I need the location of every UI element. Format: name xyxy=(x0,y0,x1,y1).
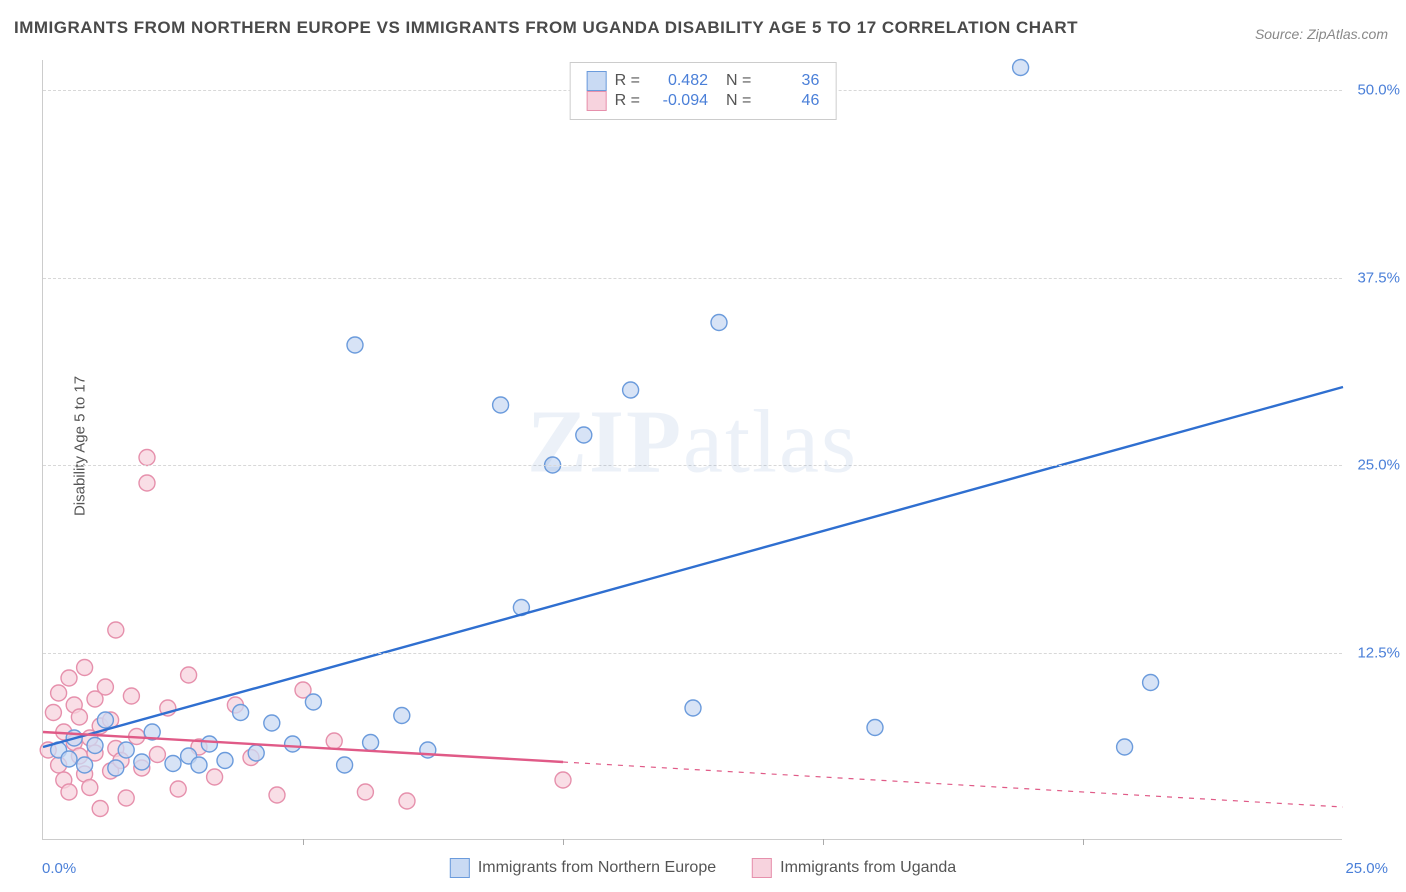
data-point-northern xyxy=(165,756,181,772)
x-tick-mark xyxy=(303,839,304,845)
legend-row-uganda: R = -0.094 N = 46 xyxy=(587,91,820,111)
n-value-uganda: 46 xyxy=(759,92,819,110)
y-tick-label: 12.5% xyxy=(1357,644,1400,661)
data-point-northern xyxy=(394,708,410,724)
data-point-uganda xyxy=(61,784,77,800)
swatch-northern xyxy=(587,71,607,91)
data-point-northern xyxy=(248,745,264,761)
data-point-northern xyxy=(108,760,124,776)
data-point-northern xyxy=(1013,60,1029,76)
data-point-uganda xyxy=(123,688,139,704)
x-tick-mark xyxy=(563,839,564,845)
x-axis-min-label: 0.0% xyxy=(42,860,76,877)
data-point-northern xyxy=(285,736,301,752)
y-tick-label: 50.0% xyxy=(1357,82,1400,99)
legend-item-uganda: Immigrants from Uganda xyxy=(752,858,956,878)
data-point-northern xyxy=(233,705,249,721)
data-point-uganda xyxy=(97,679,113,695)
data-point-uganda xyxy=(269,787,285,803)
data-point-northern xyxy=(97,712,113,728)
data-point-uganda xyxy=(149,747,165,763)
series-legend: Immigrants from Northern Europe Immigran… xyxy=(450,858,956,878)
scatter-svg xyxy=(43,60,1342,839)
data-point-uganda xyxy=(357,784,373,800)
data-point-northern xyxy=(264,715,280,731)
data-point-northern xyxy=(134,754,150,770)
data-point-uganda xyxy=(77,660,93,676)
trend-line-dashed-uganda xyxy=(563,762,1343,807)
data-point-uganda xyxy=(45,705,61,721)
gridline-h xyxy=(43,653,1342,654)
x-tick-mark xyxy=(823,839,824,845)
data-point-northern xyxy=(1117,739,1133,755)
chart-title: IMMIGRANTS FROM NORTHERN EUROPE VS IMMIG… xyxy=(14,18,1078,38)
data-point-northern xyxy=(493,397,509,413)
source-attribution: Source: ZipAtlas.com xyxy=(1255,26,1388,42)
data-point-northern xyxy=(61,751,77,767)
r-value-northern: 0.482 xyxy=(648,72,708,90)
legend-item-northern: Immigrants from Northern Europe xyxy=(450,858,716,878)
data-point-northern xyxy=(118,742,134,758)
y-tick-label: 37.5% xyxy=(1357,269,1400,286)
swatch-northern xyxy=(450,858,470,878)
data-point-northern xyxy=(347,337,363,353)
data-point-uganda xyxy=(139,475,155,491)
data-point-uganda xyxy=(92,801,108,817)
data-point-uganda xyxy=(399,793,415,809)
n-label: N = xyxy=(726,72,751,90)
r-value-uganda: -0.094 xyxy=(648,92,708,110)
n-label: N = xyxy=(726,92,751,110)
data-point-northern xyxy=(77,757,93,773)
data-point-northern xyxy=(191,757,207,773)
data-point-uganda xyxy=(555,772,571,788)
data-point-uganda xyxy=(181,667,197,683)
data-point-uganda xyxy=(82,780,98,796)
swatch-uganda xyxy=(587,91,607,111)
data-point-northern xyxy=(711,315,727,331)
r-label: R = xyxy=(615,72,640,90)
data-point-uganda xyxy=(170,781,186,797)
gridline-h xyxy=(43,465,1342,466)
y-tick-label: 25.0% xyxy=(1357,457,1400,474)
legend-row-northern: R = 0.482 N = 36 xyxy=(587,71,820,91)
data-point-northern xyxy=(623,382,639,398)
data-point-uganda xyxy=(207,769,223,785)
data-point-uganda xyxy=(139,450,155,466)
x-axis-max-label: 25.0% xyxy=(1345,860,1388,877)
data-point-northern xyxy=(685,700,701,716)
chart-plot-area: ZIPatlas 12.5%25.0%37.5%50.0% xyxy=(42,60,1342,840)
n-value-northern: 36 xyxy=(759,72,819,90)
legend-label-uganda: Immigrants from Uganda xyxy=(780,859,956,877)
data-point-uganda xyxy=(108,622,124,638)
data-point-northern xyxy=(363,735,379,751)
r-label: R = xyxy=(615,92,640,110)
swatch-uganda xyxy=(752,858,772,878)
x-tick-mark xyxy=(1083,839,1084,845)
data-point-uganda xyxy=(118,790,134,806)
data-point-northern xyxy=(305,694,321,710)
gridline-h xyxy=(43,278,1342,279)
data-point-uganda xyxy=(326,733,342,749)
trend-line-northern xyxy=(43,387,1343,747)
data-point-uganda xyxy=(71,709,87,725)
correlation-legend: R = 0.482 N = 36 R = -0.094 N = 46 xyxy=(570,62,837,120)
data-point-northern xyxy=(87,738,103,754)
legend-label-northern: Immigrants from Northern Europe xyxy=(478,859,716,877)
data-point-northern xyxy=(337,757,353,773)
data-point-uganda xyxy=(51,685,67,701)
data-point-northern xyxy=(217,753,233,769)
data-point-northern xyxy=(201,736,217,752)
data-point-northern xyxy=(1143,675,1159,691)
data-point-uganda xyxy=(61,670,77,686)
data-point-northern xyxy=(576,427,592,443)
data-point-northern xyxy=(867,720,883,736)
